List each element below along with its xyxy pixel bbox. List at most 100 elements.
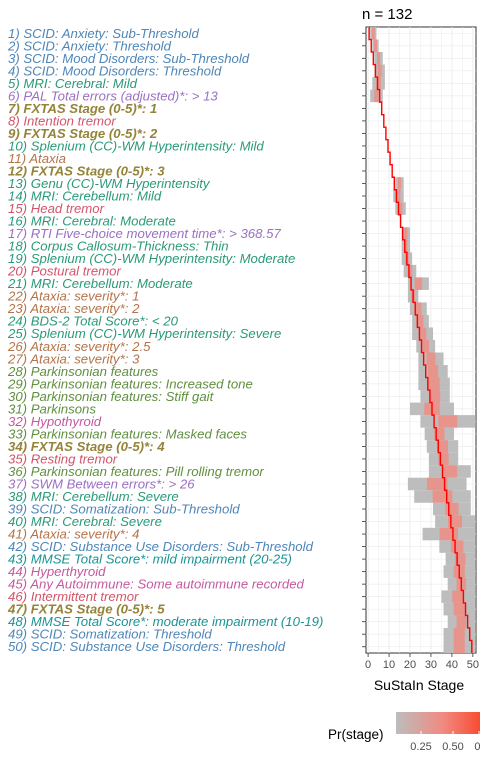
event-peak-bar (373, 39, 377, 53)
event-peak-bar (436, 440, 448, 453)
event-label: 49) SCID: Somatization: Threshold (8, 627, 212, 642)
event-label: 26) Ataxia: severity*: 2.5 (7, 339, 151, 354)
event-label: 34) FXTAS Stage (0-5)*: 4 (8, 439, 165, 454)
event-peak-bar (371, 27, 375, 40)
event-label: 29) Parkinsonian features: Increased ton… (7, 376, 253, 391)
event-peak-bar (448, 515, 463, 528)
x-tick-label: 20 (404, 659, 416, 671)
event-peak-bar (398, 177, 402, 190)
event-peak-bar (432, 490, 453, 503)
event-peak-bar (426, 477, 448, 491)
event-peak-bar (376, 77, 381, 90)
event-label: 5) MRI: Cerebral: Mild (8, 76, 138, 91)
event-label: 24) BDS-2 Total Score*: < 20 (7, 314, 179, 329)
x-tick-label: 0 (365, 659, 371, 671)
event-peak-bar (396, 189, 401, 203)
event-peak-bar (438, 415, 458, 428)
event-label: 25) Splenium (CC)-WM Hyperintensity: Sev… (7, 326, 281, 341)
plot-panel (365, 26, 477, 654)
event-peak-bar (427, 365, 439, 378)
x-tick-label: 30 (425, 659, 437, 671)
ml-sequence-line (368, 27, 473, 653)
event-peak-bar (422, 340, 430, 353)
event-label: 46) Intermittent tremor (8, 589, 139, 604)
x-tick-label: 40 (446, 659, 458, 671)
event-peak-bar (455, 552, 466, 566)
event-peak-bar (404, 227, 408, 240)
event-peak-bar (442, 465, 458, 478)
event-label: 35) Resting tremor (8, 451, 118, 466)
x-axis-title: SuStaIn Stage (374, 677, 465, 693)
event-label: 19) Splenium (CC)-WM Hyperintensity: Mod… (8, 251, 295, 266)
event-label: 31) Parkinsons (8, 401, 96, 416)
event-peak-bar (404, 239, 408, 253)
event-label: 27) Ataxia: severity*: 3 (7, 351, 140, 366)
event-label: 8) Intention tremor (8, 113, 116, 128)
event-peak-bar (426, 352, 436, 366)
x-axis: 0 10 20 30 40 50 (365, 653, 479, 671)
event-label: 45) Any Autoimmune: Some autoimmune reco… (8, 577, 305, 592)
event-label: 18) Corpus Callosum-Thickness: Thin (8, 239, 229, 254)
event-label: 30) Parkinsonian features: Stiff gait (8, 389, 215, 404)
event-label: 20) Postural tremor (7, 264, 121, 279)
event-peak-bar (456, 615, 467, 628)
event-label: 7) FXTAS Stage (0-5)*: 1 (8, 101, 157, 116)
event-peak-bar (418, 327, 427, 340)
event-peak-bar (374, 89, 379, 103)
legend-title: Pr(stage) (328, 727, 384, 742)
event-label: 11) Ataxia (8, 151, 66, 166)
event-peak-bar (430, 390, 441, 403)
event-label: 9) FXTAS Stage (0-5)*: 2 (8, 126, 158, 141)
event-peak-bar (438, 452, 449, 466)
event-label: 6) PAL Total errors (adjusted)*: > 13 (8, 88, 218, 103)
event-peak-bar (445, 502, 459, 516)
event-peak-bar (450, 540, 464, 553)
event-label: 17) RTI Five-choice movement time*: > 36… (8, 226, 281, 241)
event-label: 42) SCID: Substance Use Disorders: Sub-T… (8, 539, 314, 554)
x-tick-label: 10 (383, 659, 395, 671)
event-label: 37) SWM Between errors*: > 26 (8, 476, 195, 491)
event-label: 40) MRI: Cerebral: Severe (8, 514, 162, 529)
chart-title: n = 132 (362, 6, 412, 23)
event-label: 1) SCID: Anxiety: Sub-Threshold (8, 26, 199, 41)
legend-colorbar (396, 712, 480, 734)
event-peak-bar (417, 314, 424, 328)
event-label: 2) SCID: Anxiety: Threshold (7, 38, 172, 53)
event-label: 21) MRI: Cerebellum: Moderate (7, 276, 193, 291)
legend-tick-label: 0.25 (410, 741, 431, 753)
event-peak-bar (414, 277, 423, 290)
event-peak-bar (453, 627, 465, 641)
event-peak-bar (453, 602, 465, 616)
event-label: 10) Splenium (CC)-WM Hyperintensity: Mil… (8, 138, 264, 153)
event-label: 14) MRI: Cerebellum: Mild (8, 189, 162, 204)
event-label: 43) MMSE Total Score*: mild impairment (… (8, 552, 292, 567)
event-label: 32) Hypothyroid (8, 414, 102, 429)
event-label: 38) MRI: Cerebellum: Severe (8, 489, 179, 504)
event-peak-bar (434, 427, 445, 441)
event-peak-bar (428, 377, 440, 391)
event-peak-bar (377, 64, 382, 78)
event-peak-bar (398, 202, 403, 215)
event-peak-bar (452, 590, 465, 603)
event-peak-bar (407, 264, 413, 278)
event-label: 36) Parkinsonian features: Pill rolling … (8, 464, 264, 479)
event-label: 41) Ataxia: severity*: 4 (8, 527, 139, 542)
event-peak-bar (439, 527, 458, 541)
event-label: 28) Parkinsonian features (7, 364, 159, 379)
x-tick-label: 50 (467, 659, 479, 671)
event-label: 33) Parkinsonian features: Masked faces (8, 426, 247, 441)
legend-tick-label: 0. (474, 741, 480, 753)
event-label: 13) Genu (CC)-WM Hyperintensity (8, 176, 211, 191)
event-label: 12) FXTAS Stage (0-5)*: 3 (8, 163, 165, 178)
event-label: 4) SCID: Mood Disorders: Threshold (8, 63, 222, 78)
event-label: 22) Ataxia: severity*: 1 (7, 289, 139, 304)
event-peak-bar (415, 302, 422, 315)
event-label: 50) SCID: Substance Use Disorders: Thres… (8, 639, 286, 654)
event-peak-bar (453, 640, 465, 653)
event-label: 15) Head tremor (8, 201, 105, 216)
legend: Pr(stage) 0.25 0.50 0. (328, 712, 480, 753)
event-label: 48) MMSE Total Score*: moderate impairme… (8, 614, 323, 629)
legend-ticks: 0.25 0.50 0. (410, 731, 480, 753)
